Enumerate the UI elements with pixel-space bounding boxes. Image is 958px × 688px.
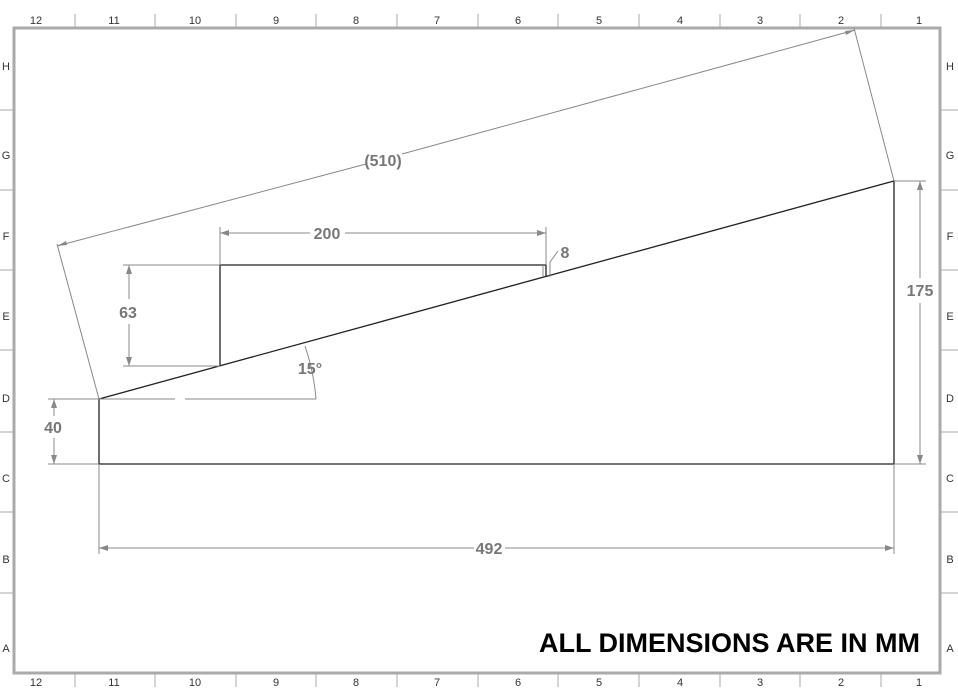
column-label: 1 [916, 677, 922, 688]
row-label: A [946, 643, 954, 655]
extension-line-slant-left [56, 243, 100, 400]
arrowhead [99, 545, 108, 551]
column-label: 3 [757, 677, 763, 688]
dimension-40-label: 40 [44, 420, 62, 437]
column-label: 7 [434, 15, 440, 27]
column-label: 9 [273, 15, 279, 27]
row-label: C [946, 473, 954, 485]
arrowhead [126, 357, 132, 366]
column-label: 4 [677, 15, 683, 27]
column-label: 10 [189, 15, 201, 27]
column-label: 2 [838, 677, 844, 688]
extension-line-slant-right [853, 27, 895, 182]
dimension-200-label: 200 [314, 226, 341, 243]
angle-arc [304, 345, 317, 400]
dimension-8-label: 8 [561, 245, 570, 262]
row-labels-left: H G F E D C B A [2, 61, 11, 655]
arrowhead [885, 545, 894, 551]
column-label: 5 [596, 15, 602, 27]
dimension-slant-label: (510) [364, 153, 401, 170]
dimension-492-label: 492 [476, 541, 503, 558]
zone-ticks [0, 14, 958, 687]
row-label: D [946, 393, 954, 405]
column-labels-top: 12 11 10 9 8 7 6 5 4 3 2 1 [30, 15, 922, 27]
column-label: 7 [434, 677, 440, 688]
column-label: 12 [30, 677, 42, 688]
dimension-angle-label: 15° [298, 361, 322, 378]
units-note: ALL DIMENSIONS ARE IN MM [539, 628, 920, 658]
row-label: G [2, 150, 11, 162]
dimension-line-slant-a [56, 163, 367, 247]
row-label: H [2, 61, 10, 73]
column-label: 1 [916, 15, 922, 27]
step-outline [219, 264, 547, 366]
arrowhead [917, 181, 923, 190]
row-label: E [946, 311, 953, 323]
row-label: B [2, 554, 9, 566]
column-label: 6 [515, 15, 521, 27]
column-label: 5 [596, 677, 602, 688]
part-outline [98, 180, 895, 465]
column-label: 8 [353, 677, 359, 688]
arrowhead [220, 230, 229, 236]
column-label: 12 [30, 15, 42, 27]
row-label: C [2, 473, 10, 485]
arrowhead [51, 455, 57, 464]
column-label: 4 [677, 677, 683, 688]
column-label: 2 [838, 15, 844, 27]
column-label: 10 [189, 677, 201, 688]
column-labels-bottom: 12 11 10 9 8 7 6 5 4 3 2 1 [30, 677, 922, 688]
row-label: E [2, 311, 9, 323]
column-label: 3 [757, 15, 763, 27]
column-label: 6 [515, 677, 521, 688]
row-label: F [3, 231, 10, 243]
arrowhead [917, 455, 923, 464]
row-label: A [2, 643, 10, 655]
sheet-border [12, 26, 942, 675]
row-label: D [2, 393, 10, 405]
column-label: 11 [108, 677, 119, 688]
row-labels-right: H G F E D C B A [946, 61, 955, 655]
column-label: 11 [108, 15, 119, 27]
row-label: H [946, 61, 954, 73]
row-label: F [947, 231, 954, 243]
arrowhead [126, 265, 132, 274]
dimension-63-label: 63 [119, 305, 137, 322]
row-label: B [946, 554, 953, 566]
column-label: 9 [273, 677, 279, 688]
dimension-line-8-tail [549, 250, 559, 263]
row-label: G [946, 150, 955, 162]
arrowhead [845, 30, 855, 35]
dimension-175-label: 175 [907, 283, 934, 300]
dimension-line-slant-b [401, 29, 856, 155]
arrowhead [537, 230, 546, 236]
column-label: 8 [353, 15, 359, 27]
arrowhead [57, 241, 67, 246]
arrowhead [51, 399, 57, 408]
